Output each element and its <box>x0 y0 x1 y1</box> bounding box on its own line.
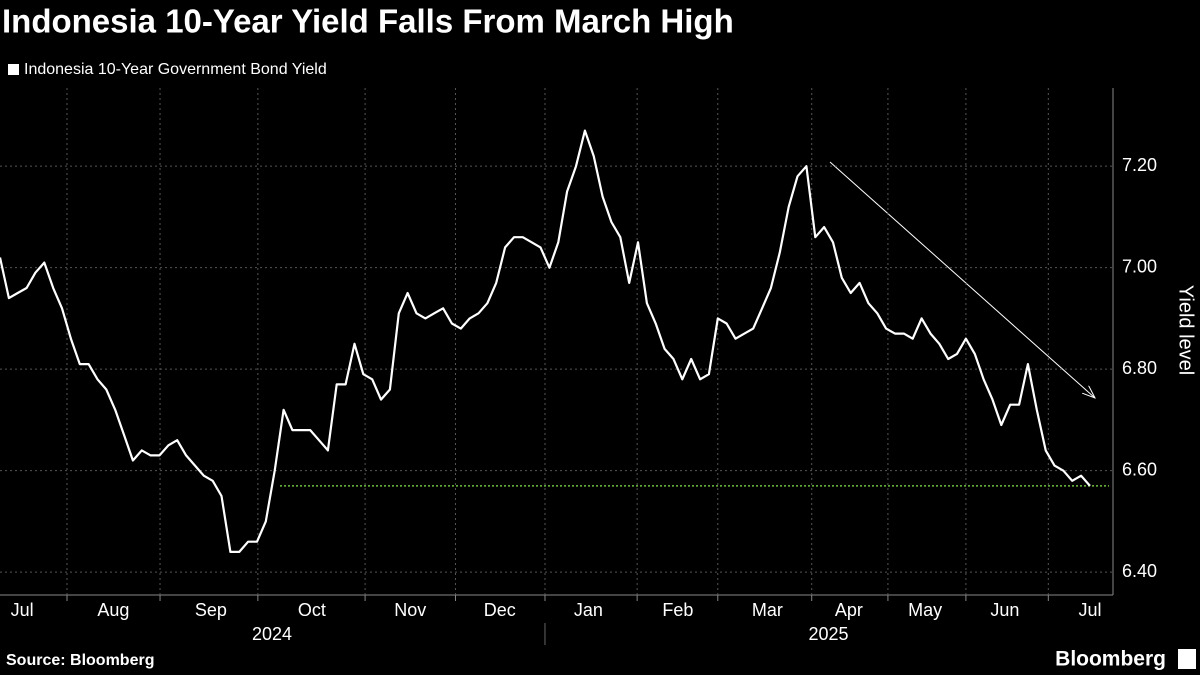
brand: Bloomberg <box>1055 648 1166 671</box>
y-tick-label: 6.60 <box>1122 459 1157 479</box>
source: Source: Bloomberg <box>6 652 154 669</box>
x-tick-label: Jul <box>1078 600 1101 620</box>
legend-label: Indonesia 10-Year Government Bond Yield <box>24 61 327 78</box>
x-tick-label: Jul <box>11 600 34 620</box>
x-tick-label: Sep <box>195 600 227 620</box>
y-tick-label: 7.20 <box>1122 155 1157 175</box>
x-tick-label: Mar <box>752 600 783 620</box>
x-tick-label: Feb <box>662 600 693 620</box>
year-label: 2025 <box>809 624 849 644</box>
series-line <box>0 129 1091 553</box>
x-tick-label: Apr <box>835 600 863 620</box>
y-tick-label: 7.00 <box>1122 256 1157 276</box>
x-tick-label: Jan <box>574 600 603 620</box>
legend-swatch <box>8 64 19 75</box>
x-tick-label: Aug <box>97 600 129 620</box>
x-tick-label: Oct <box>298 600 326 620</box>
x-tick-label: Nov <box>394 600 426 620</box>
y-tick-label: 6.80 <box>1122 358 1157 378</box>
x-tick-label: Dec <box>484 600 516 620</box>
y-axis-title: Yield level <box>1175 285 1197 375</box>
x-tick-label: Jun <box>990 600 1019 620</box>
year-label: 2024 <box>252 624 292 644</box>
brand-icon <box>1178 649 1196 669</box>
x-tick-label: May <box>908 600 942 620</box>
chart-title: Indonesia 10-Year Yield Falls From March… <box>2 3 734 40</box>
y-tick-label: 6.40 <box>1122 561 1157 581</box>
trend-arrow <box>829 161 1095 398</box>
